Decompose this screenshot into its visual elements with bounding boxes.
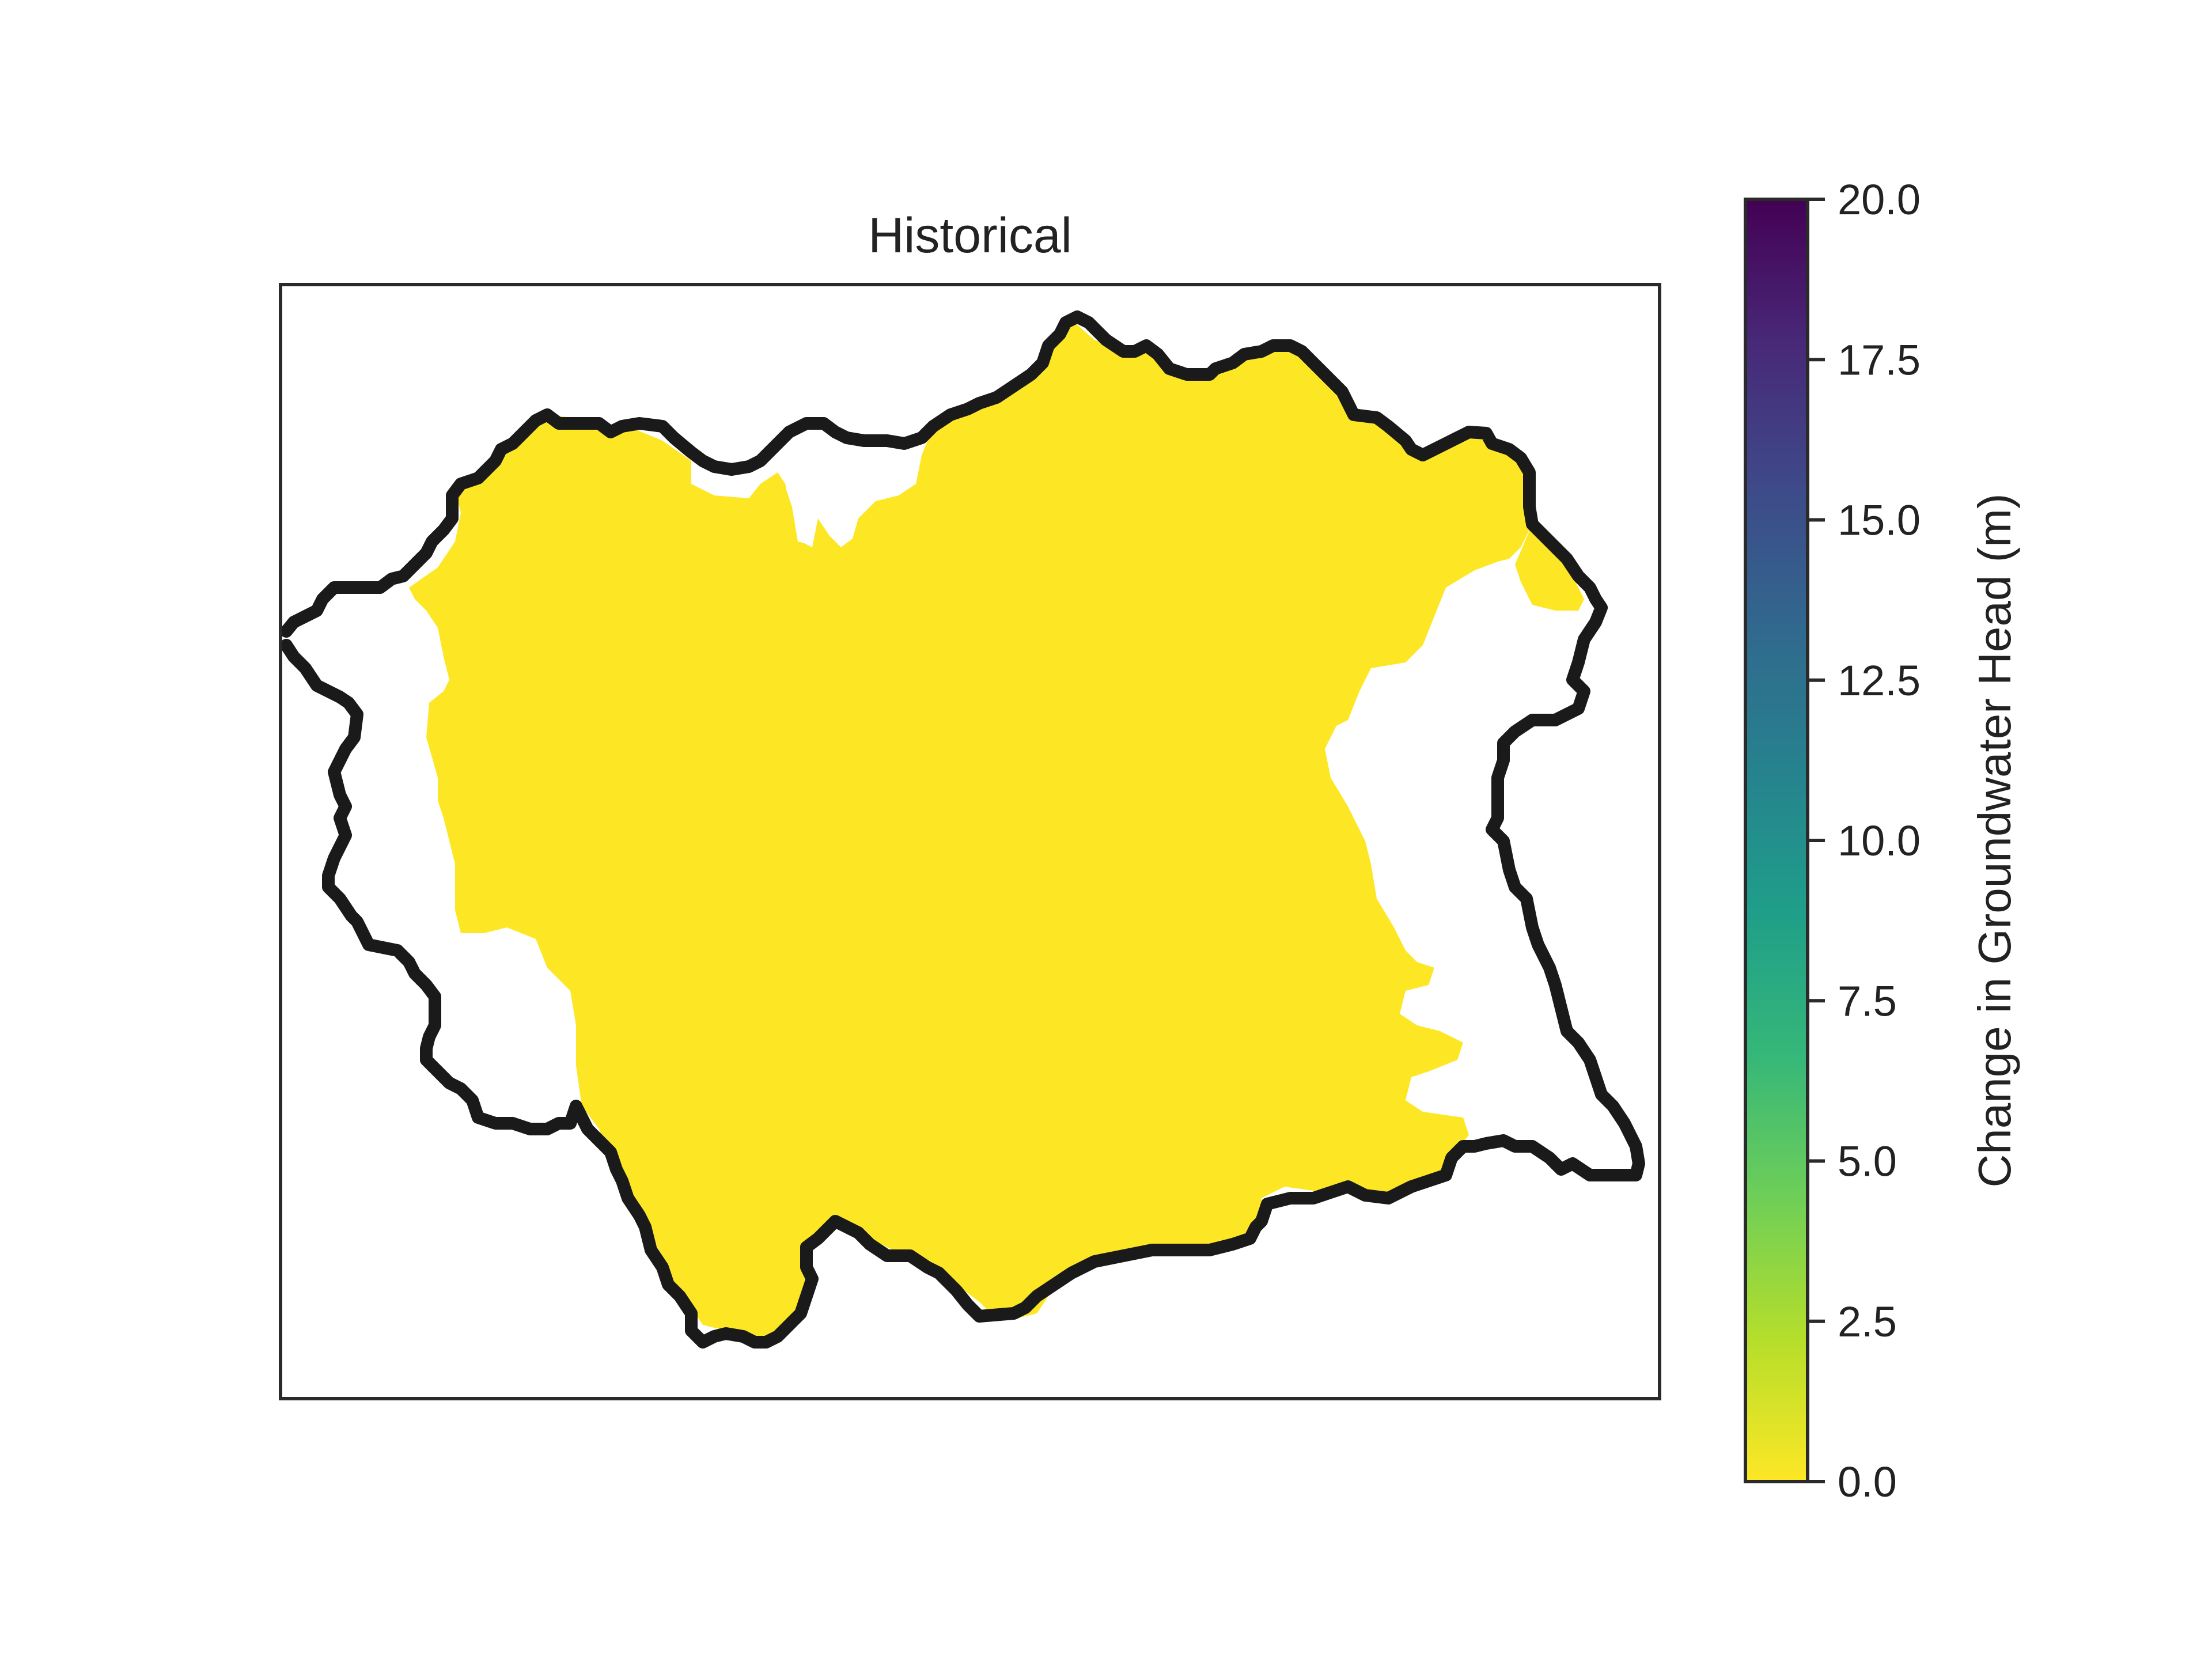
colorbar-ticks: 0.0 2.5 5.0 7.5 10.0 12.5 15.0 17.5 20.0 [1808, 176, 1921, 1506]
colorbar-tick-label: 2.5 [1838, 1298, 1897, 1346]
basin-boundary [281, 310, 1645, 1349]
chart-title: Historical [868, 208, 1072, 263]
colorbar: 0.0 2.5 5.0 7.5 10.0 12.5 15.0 17.5 20.0 Change … [1744, 176, 2020, 1506]
colorbar-tick-label: 7.5 [1838, 977, 1897, 1025]
colorbar-tick-label: 17.5 [1838, 336, 1921, 384]
colorbar-tick-label: 5.0 [1838, 1138, 1897, 1185]
no-data-patch-east [1515, 524, 1584, 611]
colorbar-tick-label: 10.0 [1838, 817, 1921, 865]
colorbar-tick-label: 0.0 [1838, 1458, 1897, 1506]
map-frame [279, 283, 1661, 1400]
colorbar-tick-label: 12.5 [1838, 657, 1921, 704]
colorbar-gradient [1745, 199, 1808, 1482]
colorbar-tick-label: 15.0 [1838, 497, 1921, 544]
map-panel [281, 310, 1645, 1349]
colorbar-label: Change in Groundwater Head (m) [1969, 493, 2020, 1187]
no-data-patch-north [783, 438, 922, 547]
colorbar-tick-label: 20.0 [1838, 176, 1921, 224]
groundwater-change-field [409, 320, 1532, 1336]
